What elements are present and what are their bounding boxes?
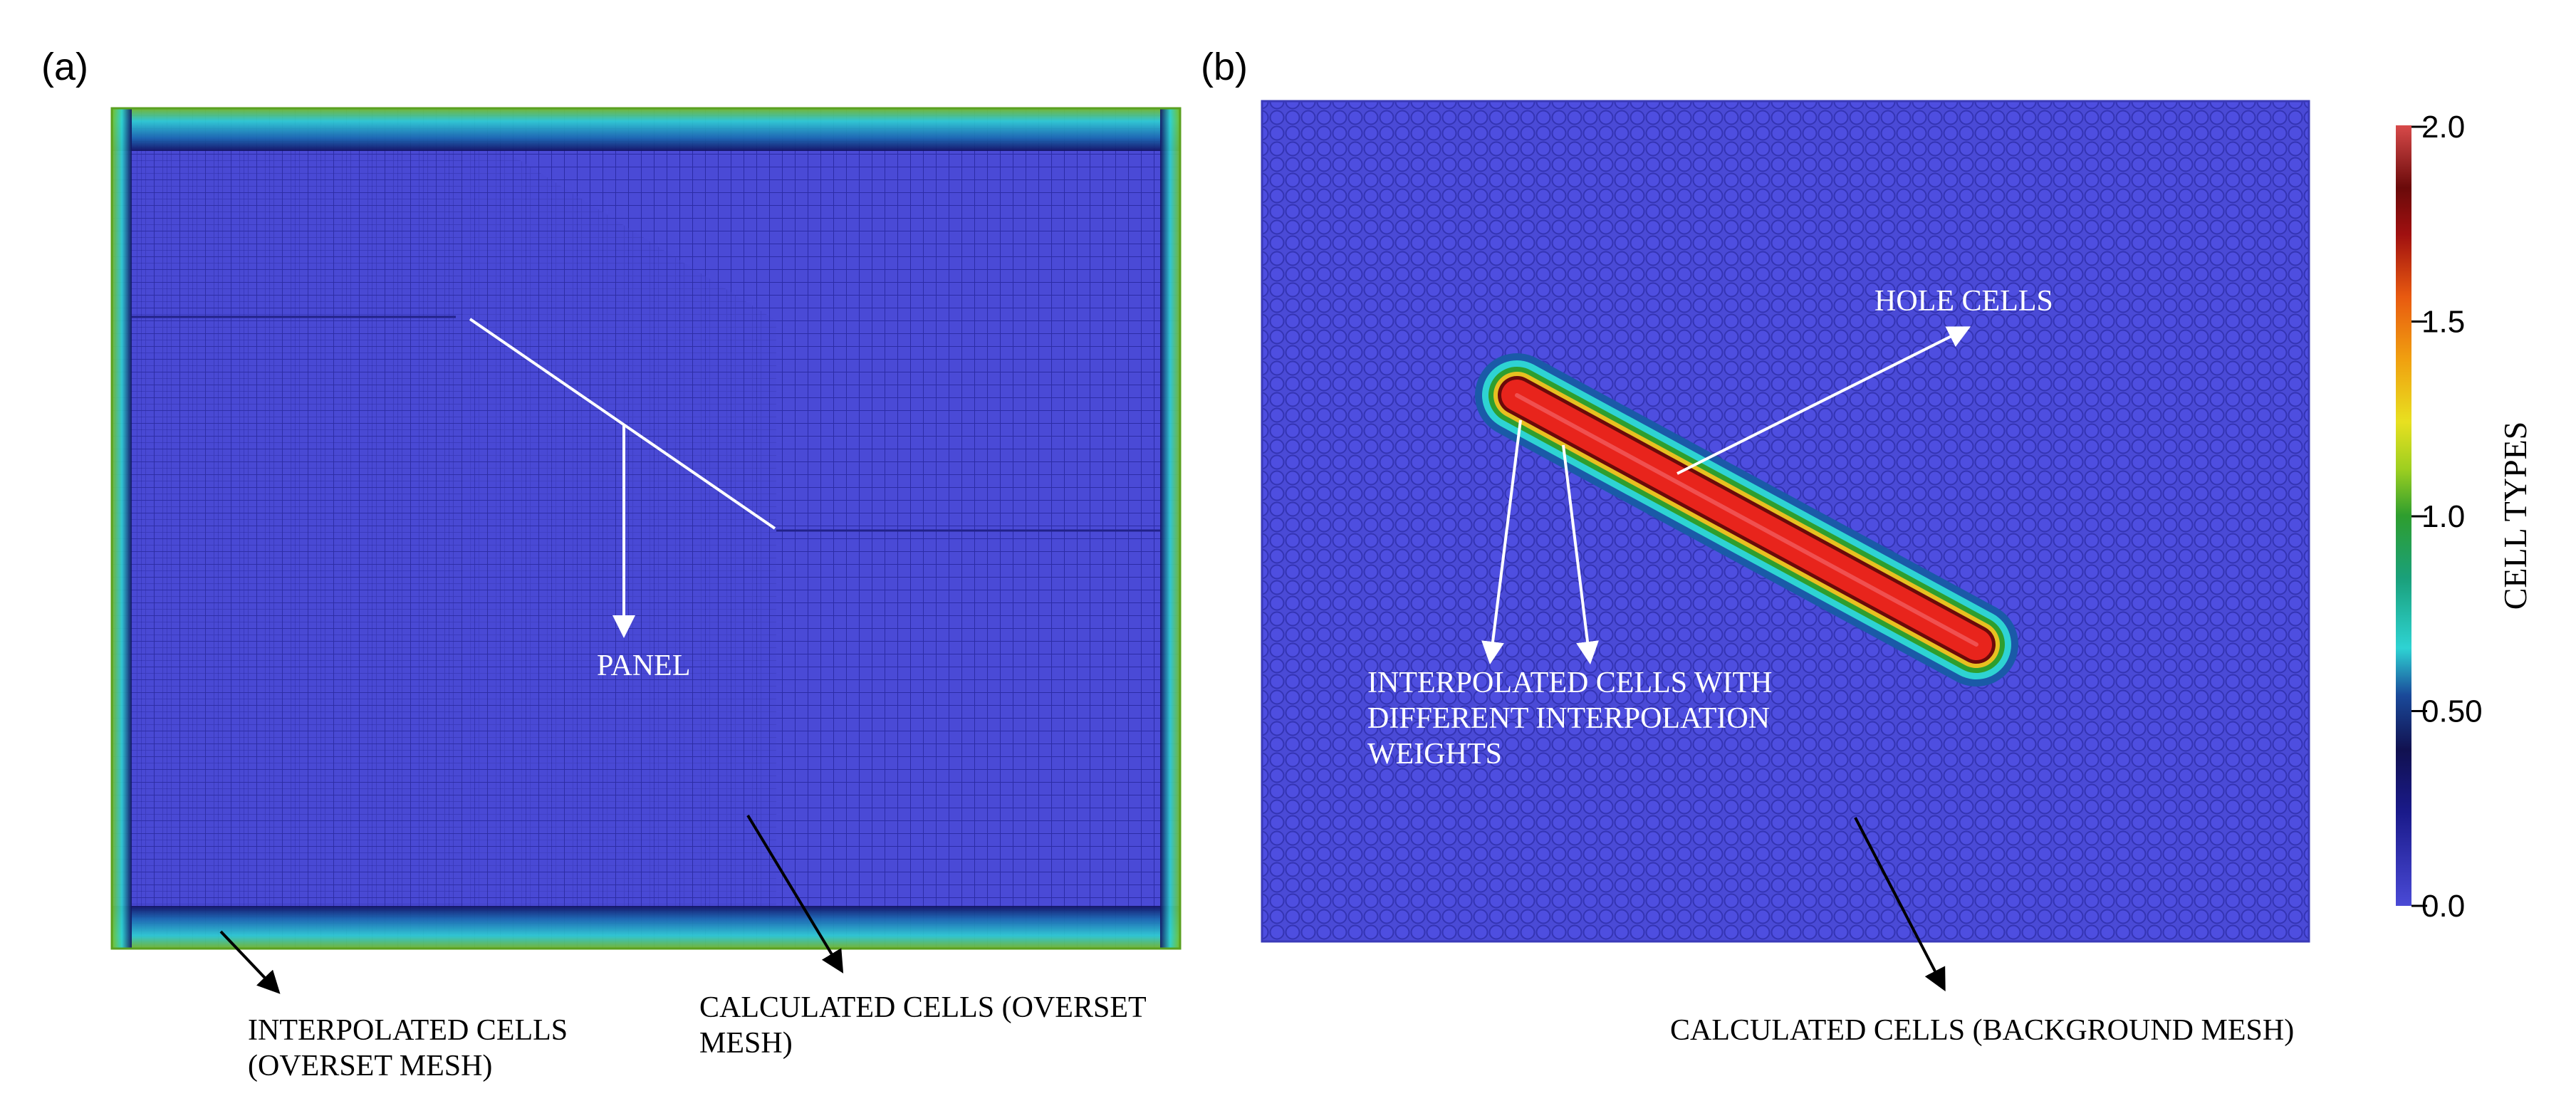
- interpolated-label-a-line2: (OVERSET MESH): [248, 1050, 492, 1082]
- colorbar-gradient: [2396, 125, 2411, 906]
- calculated-label-a-line1: CALCULATED CELLS (OVERSET: [699, 991, 1147, 1024]
- interpolated-arrow-a: [219, 930, 281, 994]
- colorbar-tick-label: 1.0: [2421, 499, 2465, 534]
- interp-label-line1: INTERPOLATED CELLS WITH: [1367, 667, 1773, 699]
- hole-label: HOLE CELLS: [1874, 285, 2053, 318]
- panel-line: [469, 318, 776, 530]
- colorbar-title: CELL TYPES: [2497, 422, 2533, 610]
- calculated-label-a-line2: MESH): [699, 1027, 793, 1060]
- overset-mesh: [110, 107, 1182, 950]
- panel-a-letter: (a): [41, 46, 88, 88]
- colorbar: 2.0 1.5 1.0 0.50 0.0 CELL TYPES: [2396, 110, 2533, 924]
- colorbar-tick-label: 0.50: [2421, 694, 2483, 729]
- interp-label-line2: DIFFERENT INTERPOLATION: [1367, 702, 1770, 735]
- interp-label-line3: WEIGHTS: [1367, 738, 1502, 771]
- panel-label: PANEL: [597, 649, 690, 682]
- colorbar-tick-label: 0.0: [2421, 889, 2465, 924]
- colorbar-ticks: 2.0 1.5 1.0 0.50 0.0: [2411, 110, 2483, 924]
- panel-b: (b) HOLE CELLS INTERPOLATED CELLS WITH D…: [1201, 46, 2310, 1047]
- hole-arrow: [1677, 326, 1971, 475]
- interp-arrow-2: [1562, 444, 1599, 664]
- interpolated-label-a-line1: INTERPOLATED CELLS: [248, 1014, 568, 1047]
- calculated-arrow-a: [746, 814, 844, 974]
- interp-arrow-1: [1481, 419, 1522, 664]
- calculated-label-b: CALCULATED CELLS (BACKGROUND MESH): [1670, 1014, 2294, 1047]
- colorbar-tick-label: 2.0: [2421, 110, 2465, 145]
- panel-a: (a) PANEL INTERPOLATED CELLS (OVERSET ME…: [41, 46, 1182, 1082]
- colorbar-tick-label: 1.5: [2421, 305, 2465, 340]
- hole-region: [1475, 353, 2018, 687]
- panel-b-letter: (b): [1201, 46, 1248, 88]
- calculated-arrow-b: [1854, 817, 1946, 992]
